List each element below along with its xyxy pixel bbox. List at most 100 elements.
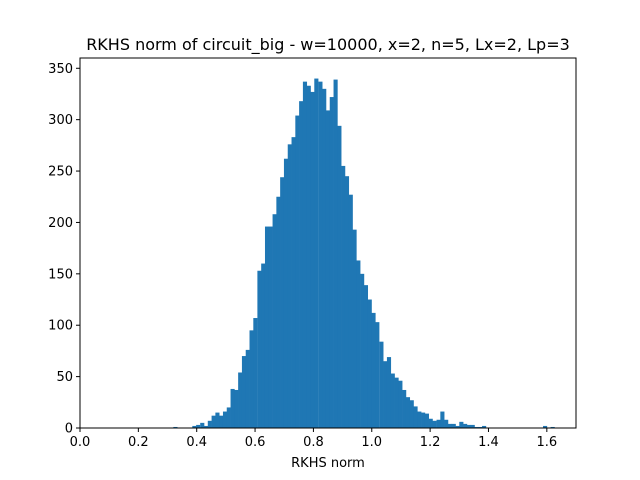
histogram-bar [375,322,380,428]
histogram-bar [325,110,331,429]
histogram-bar [310,91,315,429]
histogram-bar [173,426,178,428]
histogram-bar [261,263,266,428]
histogram-bar [386,357,392,428]
histogram-bar [550,426,555,428]
histogram-bar [360,273,365,428]
x-tick-label: 0.0 [70,435,91,450]
histogram-bar [207,420,212,428]
histogram-bar [371,312,376,428]
y-tick-label: 0 [65,422,73,437]
plot-frame [79,57,577,429]
histogram-bar [341,165,346,428]
histogram-bar [363,285,369,428]
histogram-bar [245,349,250,428]
x-tick-label: 0.4 [186,435,207,450]
histogram-bar [409,400,414,428]
histogram-bar [299,101,304,429]
histogram-bar [428,418,433,428]
histogram-bar [421,412,426,428]
histogram-bar [474,426,479,428]
y-tick-label: 200 [48,216,73,231]
histogram-bar [466,424,472,428]
histogram-bar [234,389,239,428]
histogram-bar [356,260,361,428]
histogram-bar [352,229,357,428]
histogram-bar [314,78,319,429]
histogram-bar [192,425,197,428]
histogram-bar [463,423,468,428]
histogram-bar [402,389,407,428]
x-tick-label: 0.6 [245,435,266,450]
histogram-bar [482,425,487,428]
histogram-bar [264,226,270,428]
histogram-bar [398,380,403,428]
histogram-bar [238,372,243,428]
y-tick-label: 100 [48,319,73,334]
y-tick-label: 350 [48,62,73,77]
histogram-bar [436,419,441,428]
histogram-bar [249,330,254,428]
histogram-bar [383,361,388,428]
histogram-bar [291,137,296,428]
histogram-bar [222,411,228,428]
x-tick-label: 0.8 [303,435,324,450]
histogram-bar [455,425,460,428]
histogram-bar [253,318,258,428]
x-axis-label: RKHS norm [291,456,365,471]
histogram-bar [230,388,235,428]
x-tick-label: 0.2 [128,435,149,450]
histogram-bar [287,144,292,429]
histogram-bar [367,299,372,428]
histogram-bar [424,413,429,428]
histogram-bar [329,97,334,429]
histogram-bar [211,415,216,428]
histogram-bar [543,425,548,428]
histogram-bar [451,423,456,428]
y-tick-label: 50 [56,370,73,385]
histogram-bar [196,424,201,428]
histogram-bar [219,415,224,428]
histogram-bar [280,177,285,428]
histogram-bar [283,158,289,428]
y-tick-label: 150 [48,267,73,282]
histogram-bar [432,420,437,428]
histogram-bar [322,88,327,428]
histogram-bar [268,226,273,428]
histogram-bar [390,373,395,428]
histogram-bars [173,78,555,429]
histogram-bar [306,85,311,428]
x-tick-label: 1.4 [478,435,499,450]
histogram-bar [405,397,411,428]
histogram-bar [200,422,205,428]
x-tick-label: 1.0 [361,435,382,450]
y-tick-label: 300 [48,113,73,128]
histogram-bar [478,426,483,428]
histogram-bar [337,125,342,428]
histogram-bar [204,425,209,428]
histogram-bar [272,214,277,428]
histogram-bar [447,423,453,428]
histogram-bar [413,406,418,428]
histogram-bar [302,81,308,428]
histogram-bar [470,424,475,428]
histogram-bar [333,79,338,428]
histogram-bar [348,194,353,428]
histogram-bar [276,196,281,428]
y-tick-label: 250 [48,165,73,180]
histogram-bar [417,411,422,428]
histogram-bar [318,81,323,428]
x-tick-label: 1.6 [536,435,557,450]
chart-title: RKHS norm of circuit_big - w=10000, x=2,… [86,35,570,55]
histogram-bar [344,176,350,428]
histogram-bar [215,412,220,428]
histogram-bar [444,419,449,428]
histogram-bar [241,356,247,428]
x-tick-label: 1.2 [420,435,441,450]
histogram-bar [226,407,231,428]
histogram-bar [295,115,300,429]
histogram-bar [459,421,464,428]
y-axis-ticks: 0 50 100 150 200 250 300 350 [48,62,80,437]
histogram-bar [379,341,384,428]
